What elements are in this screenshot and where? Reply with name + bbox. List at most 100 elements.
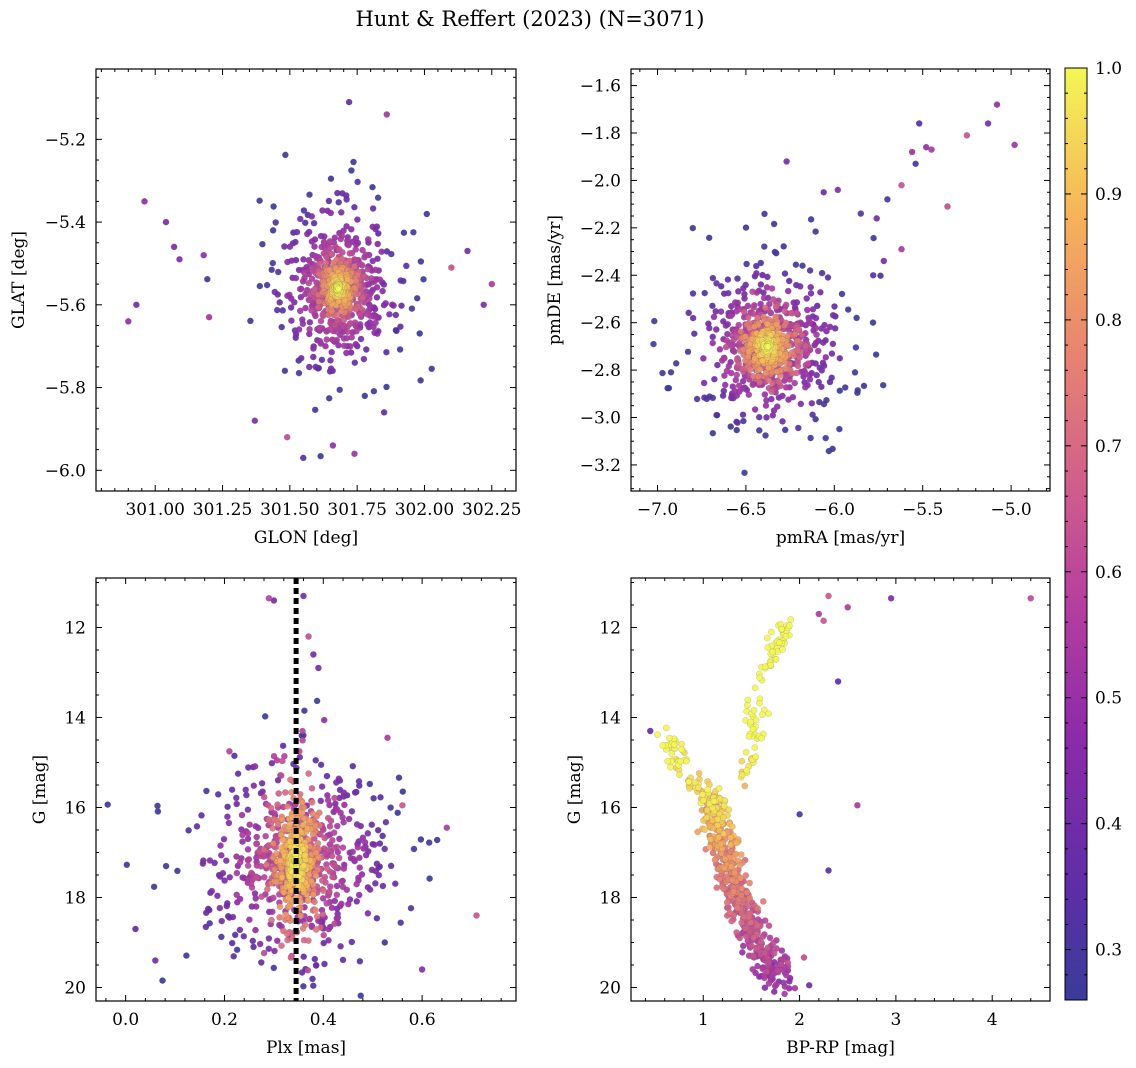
data-point [287, 776, 294, 783]
data-point [345, 98, 353, 106]
data-point [417, 377, 424, 384]
data-point [759, 711, 766, 718]
data-point [762, 402, 770, 409]
colorbar: 0.3 0.4 0.5 0.6 0.7 0.8 0.9 1.0 [1064, 59, 1122, 1001]
data-point [854, 802, 861, 809]
data-point [263, 861, 270, 869]
data-point [218, 933, 225, 941]
data-point [300, 207, 308, 214]
data-point [387, 804, 394, 811]
data-point [912, 160, 919, 168]
data-point [363, 346, 370, 353]
data-point [125, 318, 132, 325]
data-point [804, 306, 811, 314]
data-point [382, 300, 389, 307]
data-point [221, 877, 228, 884]
data-point [765, 377, 773, 384]
data-point [380, 409, 388, 416]
data-point [731, 348, 738, 355]
data-point [779, 646, 786, 653]
data-point [711, 375, 718, 383]
data-point [265, 595, 273, 602]
data-point [750, 323, 758, 331]
data-point [731, 869, 738, 877]
data-point [733, 839, 740, 847]
data-point [176, 256, 183, 263]
data-point [746, 879, 753, 887]
x-tick-label: 0.4 [310, 1010, 337, 1030]
data-point [300, 592, 307, 600]
data-point [225, 819, 233, 827]
data-point [796, 811, 803, 818]
data-point [270, 203, 277, 210]
data-point [366, 780, 374, 788]
data-point [701, 289, 708, 297]
figure-title: Hunt & Reffert (2023) (N=3071) [356, 7, 705, 31]
data-point [202, 923, 210, 931]
data-point [373, 915, 381, 922]
subplot-sky-position: 301.00 301.25 301.50 301.75 302.00 302.25 −6.0… [9, 68, 522, 548]
data-point [305, 770, 312, 777]
data-point [768, 388, 775, 395]
data-point [269, 825, 276, 832]
data-point [740, 913, 748, 921]
data-point [319, 207, 326, 214]
data-point [677, 758, 684, 765]
data-point [706, 324, 713, 332]
data-point [836, 355, 844, 362]
data-point [323, 900, 330, 907]
data-point [238, 811, 246, 819]
data-point [392, 311, 400, 319]
data-point [397, 323, 404, 330]
data-point [357, 335, 365, 343]
data-point [104, 801, 111, 808]
data-point [383, 383, 390, 391]
data-point [370, 795, 377, 802]
data-point [836, 387, 844, 394]
data-point [709, 394, 717, 402]
data-point [784, 959, 792, 966]
data-point [315, 298, 323, 305]
data-point [223, 902, 231, 910]
data-point [327, 365, 335, 372]
data-point [236, 926, 244, 934]
data-point [273, 835, 280, 843]
data-point [273, 850, 280, 858]
data-point [785, 277, 793, 285]
data-point [328, 904, 336, 912]
data-point [351, 359, 359, 366]
data-point [816, 398, 823, 406]
x-tick-label: 302.00 [395, 500, 454, 520]
data-point [759, 357, 766, 365]
data-point [738, 757, 746, 765]
data-point [784, 287, 792, 295]
data-point [774, 403, 781, 410]
data-point [812, 415, 819, 423]
x-tick-label: 301.25 [193, 500, 252, 520]
data-point [360, 355, 368, 363]
data-point [781, 270, 789, 277]
data-point [750, 310, 757, 318]
data-point [715, 834, 722, 841]
data-point [786, 622, 793, 629]
x-axis-label: GLON [deg] [254, 528, 358, 548]
data-point [703, 814, 711, 821]
data-point [817, 289, 824, 296]
data-point [269, 908, 276, 916]
data-point [783, 972, 790, 979]
data-point [346, 343, 354, 350]
data-point [300, 862, 308, 869]
data-point [685, 778, 693, 786]
x-axis-label: Plx [mas] [266, 1038, 346, 1058]
data-point [328, 250, 335, 258]
data-point [734, 857, 742, 864]
data-point [245, 764, 252, 771]
data-point [705, 234, 713, 242]
data-point [324, 814, 332, 822]
data-point [745, 733, 753, 740]
y-tick-label: 20 [64, 979, 86, 999]
data-point [713, 280, 720, 287]
data-point [354, 178, 361, 186]
y-tick-label: 16 [64, 799, 86, 819]
data-point [762, 304, 769, 312]
